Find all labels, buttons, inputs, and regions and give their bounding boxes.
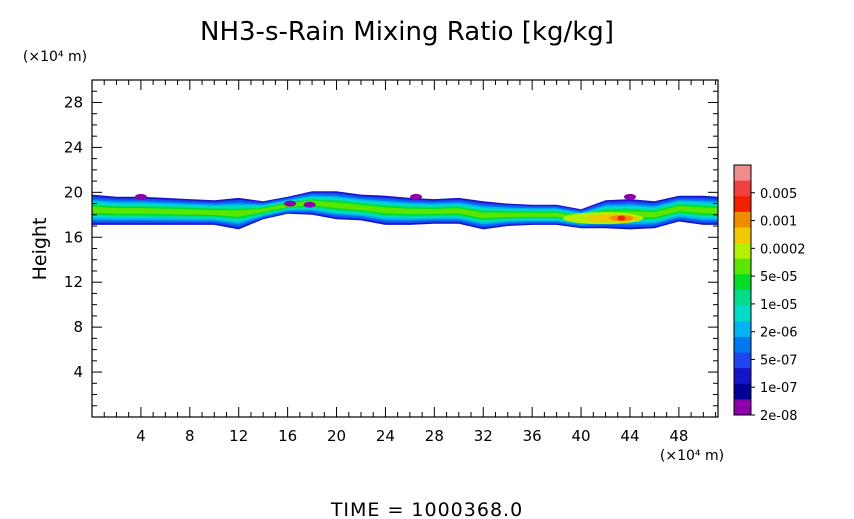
colorbar-swatch [734, 399, 751, 416]
x-tick-label: 20 [327, 427, 346, 445]
colorbar-label: 1e-05 [760, 298, 798, 313]
x-tick-label: 24 [376, 427, 395, 445]
colorbar-swatch [734, 336, 751, 353]
colorbar-label: 5e-05 [760, 270, 798, 285]
colorbar-swatch [734, 290, 751, 307]
colorbar-swatch [734, 243, 751, 260]
y-tick-label: 8 [73, 318, 83, 336]
x-tick-label: 12 [229, 427, 248, 445]
colorbar-swatch [734, 180, 751, 197]
y-axis-unit: (×10⁴ m) [23, 49, 87, 65]
colorbar-swatch [734, 227, 751, 244]
x-tick-label: 36 [523, 427, 542, 445]
colorbar-label: 5e-07 [760, 353, 798, 368]
layer-field [92, 191, 718, 230]
colorbar-swatch [734, 305, 751, 322]
colorbar-label: 0.0002 [760, 242, 806, 257]
y-tick-label: 24 [64, 138, 83, 156]
colorbar-label: 1e-07 [760, 381, 798, 396]
layer-fringe [623, 193, 636, 200]
layer-band [92, 200, 718, 221]
colorbar-frame [733, 164, 752, 416]
colorbar-swatch [734, 368, 751, 385]
colorbar-label: 0.005 [760, 187, 797, 202]
y-tick-label: 12 [64, 273, 83, 291]
x-tick-label: 16 [278, 427, 297, 445]
colorbar-label: 2e-06 [760, 326, 798, 341]
x-tick-label: 32 [474, 427, 493, 445]
y-axis-label: Height [29, 218, 51, 281]
colorbar-label: 2e-08 [760, 409, 798, 424]
colorbar-swatch [734, 165, 751, 182]
y-tick-label: 28 [64, 93, 83, 111]
layer-fringe [410, 193, 423, 200]
colorbar-label: 0.001 [760, 215, 797, 230]
colorbar-swatch [734, 321, 751, 338]
core-peak [617, 215, 626, 221]
layer-fringe [284, 200, 297, 207]
x-tick-label: 28 [425, 427, 444, 445]
layer-fringe [303, 201, 316, 208]
plot-frame [91, 79, 719, 418]
y-tick-label: 16 [64, 228, 83, 246]
x-tick-label: 48 [669, 427, 688, 445]
colorbar-swatch [734, 274, 751, 291]
colorbar-swatch [734, 258, 751, 275]
chart-title: NH3-s-Rain Mixing Ratio [kg/kg] [200, 17, 614, 47]
x-tick-label: 44 [620, 427, 639, 445]
colorbar-swatch [734, 383, 751, 400]
time-label: TIME = 1000368.0 [330, 499, 523, 519]
colorbar-swatch [734, 211, 751, 228]
x-tick-label: 8 [185, 427, 195, 445]
y-tick-label: 20 [64, 183, 83, 201]
colorbar: 0.005 0.001 0.0002 5e-05 1e-05 2e-06 5e-07 1e-0… [733, 164, 806, 424]
x-tick-label: 4 [136, 427, 146, 445]
x-axis-unit: (×10⁴ m) [660, 448, 724, 464]
y-tick-label: 4 [73, 363, 83, 381]
x-tick-label: 40 [572, 427, 591, 445]
colorbar-swatch [734, 352, 751, 369]
layer-fringe [134, 193, 147, 200]
colorbar-swatch [734, 196, 751, 213]
